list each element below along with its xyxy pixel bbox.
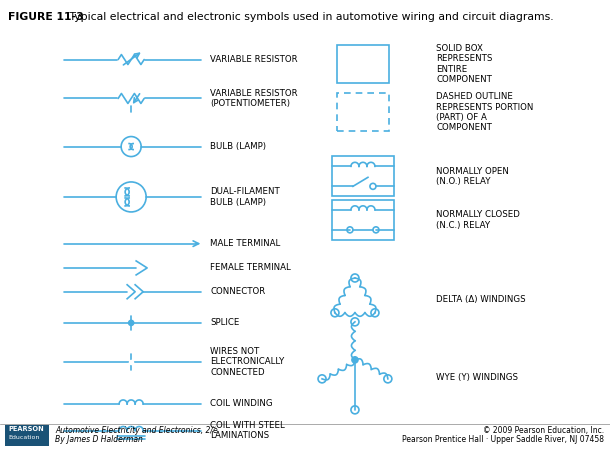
Text: Education: Education: [8, 435, 40, 440]
Text: SPLICE: SPLICE: [210, 318, 240, 327]
Text: MALE TERMINAL: MALE TERMINAL: [210, 239, 281, 248]
Text: NORMALLY OPEN
(N.O.) RELAY: NORMALLY OPEN (N.O.) RELAY: [436, 167, 509, 186]
Text: Pearson Prentice Hall · Upper Saddle River, NJ 07458: Pearson Prentice Hall · Upper Saddle Riv…: [402, 435, 604, 444]
Text: DASHED OUTLINE
REPRESENTS PORTION
(PART) OF A
COMPONENT: DASHED OUTLINE REPRESENTS PORTION (PART)…: [436, 92, 534, 132]
Text: Typical electrical and electronic symbols used in automotive wiring and circuit : Typical electrical and electronic symbol…: [66, 12, 554, 22]
Text: WYE (Y) WINDINGS: WYE (Y) WINDINGS: [436, 373, 518, 382]
Text: PEARSON: PEARSON: [8, 426, 44, 432]
Text: By James D Halderman: By James D Halderman: [55, 435, 143, 444]
Text: Automotive Electricity and Electronics, 2/e: Automotive Electricity and Electronics, …: [55, 426, 218, 435]
Text: COIL WINDING: COIL WINDING: [210, 399, 273, 409]
Text: COIL WITH STEEL
LAMINATIONS: COIL WITH STEEL LAMINATIONS: [210, 421, 285, 440]
Text: BULB (LAMP): BULB (LAMP): [210, 142, 267, 151]
Text: DELTA (Δ) WINDINGS: DELTA (Δ) WINDINGS: [436, 295, 526, 305]
Text: FIGURE 11-3: FIGURE 11-3: [8, 12, 84, 22]
Text: NORMALLY CLOSED
(N.C.) RELAY: NORMALLY CLOSED (N.C.) RELAY: [436, 210, 520, 229]
Circle shape: [352, 357, 358, 363]
Text: SOLID BOX
REPRESENTS
ENTIRE
COMPONENT: SOLID BOX REPRESENTS ENTIRE COMPONENT: [436, 44, 492, 84]
Text: CONNECTOR: CONNECTOR: [210, 287, 266, 296]
Text: VARIABLE RESISTOR
(POTENTIOMETER): VARIABLE RESISTOR (POTENTIOMETER): [210, 89, 298, 108]
Text: WIRES NOT
ELECTRONICALLY
CONNECTED: WIRES NOT ELECTRONICALLY CONNECTED: [210, 347, 285, 377]
Text: FEMALE TERMINAL: FEMALE TERMINAL: [210, 263, 291, 273]
Bar: [5, 424, 49, 446]
Circle shape: [129, 321, 134, 325]
Text: VARIABLE RESISTOR: VARIABLE RESISTOR: [210, 55, 298, 64]
Text: © 2009 Pearson Education, Inc.: © 2009 Pearson Education, Inc.: [483, 426, 604, 435]
Bar: [337, 93, 389, 131]
Text: DUAL-FILAMENT
BULB (LAMP): DUAL-FILAMENT BULB (LAMP): [210, 187, 280, 207]
Bar: [332, 200, 394, 240]
Bar: [332, 156, 394, 196]
Bar: [337, 45, 389, 83]
